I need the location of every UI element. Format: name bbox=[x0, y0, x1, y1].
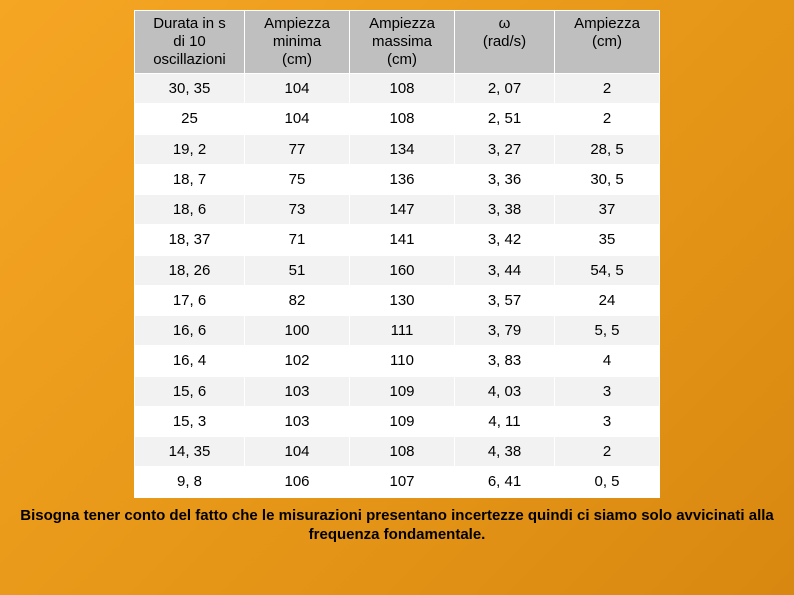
table-cell: 18, 37 bbox=[135, 225, 245, 255]
table-body: 30, 351041082, 072251041082, 51219, 2771… bbox=[135, 74, 660, 498]
table-cell: 17, 6 bbox=[135, 285, 245, 315]
column-header-0: Durata in sdi 10oscillazioni bbox=[135, 11, 245, 74]
table-cell: 104 bbox=[245, 437, 350, 467]
table-row: 18, 26511603, 4454, 5 bbox=[135, 255, 660, 285]
table-row: 18, 37711413, 4235 bbox=[135, 225, 660, 255]
table-cell: 2 bbox=[555, 104, 660, 134]
table-cell: 9, 8 bbox=[135, 467, 245, 497]
table-cell: 6, 41 bbox=[455, 467, 555, 497]
table-row: 17, 6821303, 5724 bbox=[135, 285, 660, 315]
table-cell: 16, 4 bbox=[135, 346, 245, 376]
table-cell: 111 bbox=[350, 316, 455, 346]
table-cell: 2, 07 bbox=[455, 74, 555, 104]
table-cell: 35 bbox=[555, 225, 660, 255]
table-cell: 107 bbox=[350, 467, 455, 497]
table-cell: 3, 83 bbox=[455, 346, 555, 376]
table-cell: 3 bbox=[555, 406, 660, 436]
table-cell: 134 bbox=[350, 134, 455, 164]
table-cell: 30, 35 bbox=[135, 74, 245, 104]
table-row: 16, 61001113, 795, 5 bbox=[135, 316, 660, 346]
table-cell: 4, 03 bbox=[455, 376, 555, 406]
table-cell: 108 bbox=[350, 104, 455, 134]
table-cell: 104 bbox=[245, 104, 350, 134]
table-cell: 2 bbox=[555, 74, 660, 104]
table-cell: 3, 44 bbox=[455, 255, 555, 285]
table-row: 14, 351041084, 382 bbox=[135, 437, 660, 467]
table-cell: 73 bbox=[245, 195, 350, 225]
table-cell: 18, 26 bbox=[135, 255, 245, 285]
table-cell: 5, 5 bbox=[555, 316, 660, 346]
column-header-2: Ampiezzamassima(cm) bbox=[350, 11, 455, 74]
table-cell: 100 bbox=[245, 316, 350, 346]
caption-text: Bisogna tener conto del fatto che le mis… bbox=[17, 506, 777, 545]
measurements-table: Durata in sdi 10oscillazioniAmpiezzamini… bbox=[134, 10, 660, 498]
table-cell: 28, 5 bbox=[555, 134, 660, 164]
table-cell: 4 bbox=[555, 346, 660, 376]
table-row: 19, 2771343, 2728, 5 bbox=[135, 134, 660, 164]
table-header-row: Durata in sdi 10oscillazioniAmpiezzamini… bbox=[135, 11, 660, 74]
data-table-container: Durata in sdi 10oscillazioniAmpiezzamini… bbox=[134, 10, 660, 498]
table-cell: 160 bbox=[350, 255, 455, 285]
table-cell: 3, 36 bbox=[455, 164, 555, 194]
table-cell: 103 bbox=[245, 406, 350, 436]
table-cell: 2 bbox=[555, 437, 660, 467]
table-row: 30, 351041082, 072 bbox=[135, 74, 660, 104]
table-row: 16, 41021103, 834 bbox=[135, 346, 660, 376]
column-header-4: Ampiezza(cm) bbox=[555, 11, 660, 74]
table-cell: 71 bbox=[245, 225, 350, 255]
table-cell: 108 bbox=[350, 437, 455, 467]
table-cell: 3 bbox=[555, 376, 660, 406]
table-cell: 3, 79 bbox=[455, 316, 555, 346]
table-cell: 30, 5 bbox=[555, 164, 660, 194]
table-row: 251041082, 512 bbox=[135, 104, 660, 134]
table-cell: 108 bbox=[350, 74, 455, 104]
table-cell: 3, 27 bbox=[455, 134, 555, 164]
table-row: 18, 7751363, 3630, 5 bbox=[135, 164, 660, 194]
table-cell: 106 bbox=[245, 467, 350, 497]
table-row: 15, 31031094, 113 bbox=[135, 406, 660, 436]
table-cell: 109 bbox=[350, 406, 455, 436]
table-cell: 141 bbox=[350, 225, 455, 255]
table-cell: 54, 5 bbox=[555, 255, 660, 285]
table-row: 15, 61031094, 033 bbox=[135, 376, 660, 406]
table-cell: 136 bbox=[350, 164, 455, 194]
table-cell: 15, 6 bbox=[135, 376, 245, 406]
table-cell: 18, 7 bbox=[135, 164, 245, 194]
table-cell: 77 bbox=[245, 134, 350, 164]
table-cell: 37 bbox=[555, 195, 660, 225]
table-cell: 147 bbox=[350, 195, 455, 225]
column-header-3: ω(rad/s) bbox=[455, 11, 555, 74]
table-cell: 16, 6 bbox=[135, 316, 245, 346]
table-cell: 75 bbox=[245, 164, 350, 194]
table-cell: 19, 2 bbox=[135, 134, 245, 164]
table-cell: 110 bbox=[350, 346, 455, 376]
table-cell: 24 bbox=[555, 285, 660, 315]
table-cell: 0, 5 bbox=[555, 467, 660, 497]
table-cell: 4, 11 bbox=[455, 406, 555, 436]
table-header: Durata in sdi 10oscillazioniAmpiezzamini… bbox=[135, 11, 660, 74]
table-cell: 103 bbox=[245, 376, 350, 406]
table-row: 9, 81061076, 410, 5 bbox=[135, 467, 660, 497]
table-cell: 51 bbox=[245, 255, 350, 285]
table-cell: 18, 6 bbox=[135, 195, 245, 225]
table-cell: 104 bbox=[245, 74, 350, 104]
table-cell: 130 bbox=[350, 285, 455, 315]
table-cell: 3, 57 bbox=[455, 285, 555, 315]
table-cell: 102 bbox=[245, 346, 350, 376]
table-cell: 25 bbox=[135, 104, 245, 134]
table-cell: 109 bbox=[350, 376, 455, 406]
table-cell: 3, 38 bbox=[455, 195, 555, 225]
table-row: 18, 6731473, 3837 bbox=[135, 195, 660, 225]
column-header-1: Ampiezzaminima(cm) bbox=[245, 11, 350, 74]
table-cell: 2, 51 bbox=[455, 104, 555, 134]
table-cell: 3, 42 bbox=[455, 225, 555, 255]
table-cell: 15, 3 bbox=[135, 406, 245, 436]
table-cell: 14, 35 bbox=[135, 437, 245, 467]
table-cell: 82 bbox=[245, 285, 350, 315]
table-cell: 4, 38 bbox=[455, 437, 555, 467]
